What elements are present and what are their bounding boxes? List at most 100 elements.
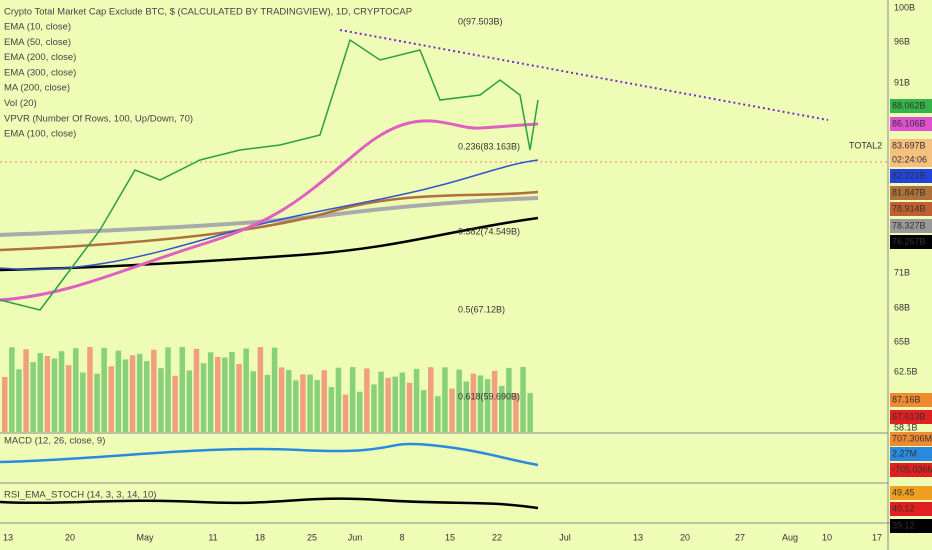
volume-bar: [23, 349, 29, 432]
price-badge-text: 76.267B: [892, 236, 926, 246]
volume-bar: [406, 382, 413, 432]
volume-bar: [392, 376, 398, 432]
price-badge: [890, 202, 932, 216]
price-badge-text: 83.697B: [892, 140, 926, 150]
time-label: 20: [65, 532, 75, 542]
volume-bar: [129, 355, 136, 432]
time-label: 8: [399, 532, 404, 542]
trendline: [339, 29, 829, 121]
price-label: 96B: [894, 36, 910, 46]
price: [0, 38, 539, 311]
price-badge: [890, 410, 932, 424]
fib-label: 0.236(83.163B): [458, 141, 520, 151]
price-badge: [890, 139, 932, 153]
volume-bar: [335, 367, 342, 432]
macd-badge-text: 2.27M: [892, 448, 917, 458]
rsi-label: RSI_EMA_STOCH (14, 3, 3, 14, 10): [4, 490, 156, 501]
volume-bar: [435, 396, 441, 432]
volume-bar: [328, 387, 335, 432]
volume-bar: [243, 348, 249, 432]
volume-bar: [151, 349, 157, 432]
macd-label: MACD (12, 26, close, 9): [4, 436, 105, 447]
volume-bar: [463, 381, 469, 432]
volume-bar: [115, 350, 122, 432]
volume-bar: [456, 369, 462, 432]
rsi-badge: [890, 519, 932, 533]
volume-bar: [321, 370, 327, 432]
volume-bar: [506, 367, 512, 432]
ma-200: [0, 216, 539, 272]
volume-bar: [144, 361, 150, 432]
volume-bar: [442, 367, 448, 432]
volume-bar: [364, 368, 370, 432]
macd-line: [0, 442, 539, 467]
time-label: 22: [492, 532, 502, 542]
volume-bar: [484, 379, 491, 432]
time-label: 17: [872, 532, 882, 542]
fib-label: 0.382(74.549B): [458, 226, 520, 236]
price-label: 62.5B: [894, 366, 918, 376]
price-badge: [890, 219, 932, 233]
volume-bar: [16, 369, 22, 432]
macd-badge: [890, 447, 932, 461]
price-badge-text: 87.16B: [892, 394, 921, 404]
indicator-legend: EMA (50, close): [4, 37, 71, 48]
indicator-legend: EMA (100, close): [4, 129, 76, 140]
fib-label: 0.618(59.690B): [458, 391, 520, 401]
volume-bar: [172, 375, 178, 432]
time-label: 27: [735, 532, 745, 542]
fib-label: 0(97.503B): [458, 16, 503, 26]
time-label: Jul: [559, 532, 571, 542]
volume-bar: [65, 365, 72, 432]
time-label: May: [136, 532, 154, 542]
volume-bar: [420, 390, 427, 432]
time-label: 11: [208, 532, 217, 542]
volume-bar: [229, 351, 235, 432]
volume-bar: [470, 373, 477, 432]
price-badge-text: 82.221B: [892, 170, 926, 180]
volume-bar: [108, 366, 114, 432]
volume-bar: [286, 370, 292, 432]
volume-bars: [2, 347, 533, 432]
volume-bar: [385, 377, 391, 432]
macd-badge: [890, 463, 932, 477]
volume-bar: [37, 353, 43, 432]
volume-bar: [44, 356, 51, 432]
volume-bar: [293, 380, 299, 432]
volume-bar: [207, 352, 214, 432]
time-label: 15: [445, 532, 455, 542]
price-label: 68B: [894, 302, 910, 312]
volume-bar: [136, 353, 143, 432]
volume-bar: [449, 388, 455, 432]
volume-bar: [413, 368, 420, 432]
volume-bar: [236, 363, 242, 432]
volume-bar: [513, 393, 519, 432]
price-badge-text: 86.106B: [892, 118, 926, 128]
time-label: Jun: [348, 532, 363, 542]
volume-bar: [101, 347, 107, 432]
volume-bar: [87, 347, 93, 432]
volume-bar: [307, 374, 313, 432]
volume-bar: [9, 347, 15, 432]
volume-bar: [314, 380, 320, 432]
volume-bar: [520, 367, 526, 432]
labels: Crypto Total Market Cap Exclude BTC, $ (…: [3, 2, 932, 542]
volume-bar: [215, 356, 221, 432]
volume-bar: [342, 394, 349, 432]
price-badge: [890, 117, 932, 131]
time-label: 13: [633, 532, 643, 542]
price-label: 71B: [894, 267, 910, 277]
price-badge: [890, 99, 932, 113]
price-badge: [890, 169, 932, 183]
price-badge-text: 88.062B: [892, 100, 926, 110]
price-badge-text: TOTAL2: [849, 140, 882, 150]
volume-bar: [278, 367, 285, 432]
time-label: Aug: [782, 532, 798, 542]
volume-bar: [51, 358, 58, 432]
indicator-legend: Vol (20): [4, 98, 37, 109]
volume-bar: [200, 363, 207, 432]
price-badge-text: 78.914B: [892, 203, 926, 213]
volume-bar: [73, 348, 79, 432]
